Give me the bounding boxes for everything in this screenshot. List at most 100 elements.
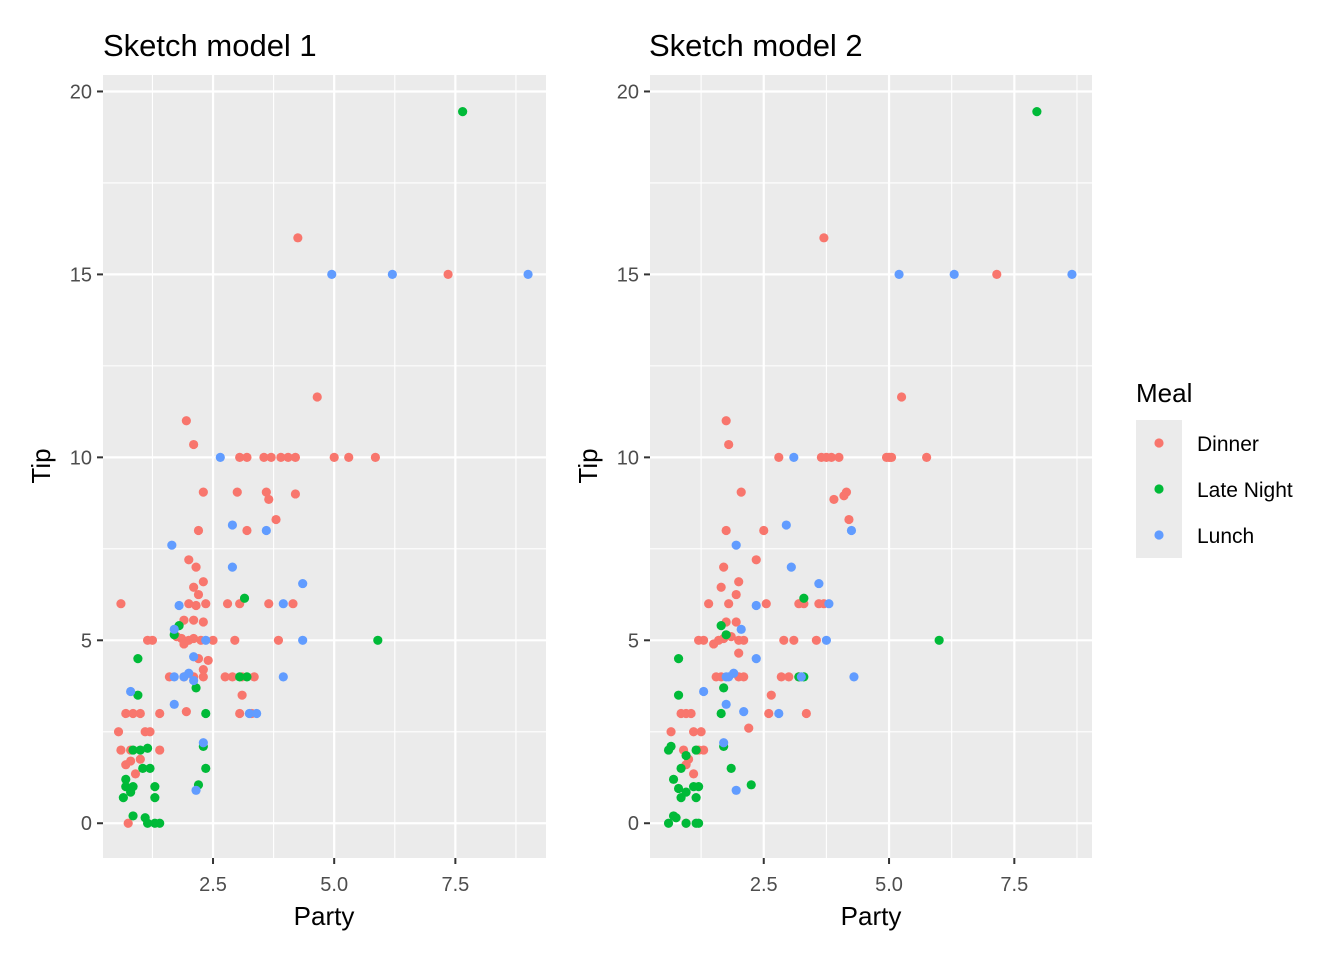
point-dinner bbox=[724, 599, 734, 609]
point-lunch bbox=[731, 540, 741, 550]
point-dinner bbox=[184, 599, 194, 609]
point-dinner bbox=[249, 672, 259, 682]
point-lunch bbox=[167, 540, 177, 550]
point-late-night bbox=[191, 683, 201, 693]
point-dinner bbox=[242, 452, 252, 462]
point-dinner bbox=[135, 708, 145, 719]
y-tick-label: 15 bbox=[70, 264, 92, 286]
point-late-night bbox=[721, 630, 731, 640]
point-late-night bbox=[133, 653, 143, 664]
point-lunch bbox=[278, 599, 288, 609]
point-late-night bbox=[676, 793, 686, 803]
point-dinner bbox=[699, 745, 709, 755]
point-lunch bbox=[699, 686, 709, 697]
panel-title-2: Sketch model 2 bbox=[649, 28, 863, 63]
point-dinner bbox=[184, 555, 194, 565]
point-dinner bbox=[135, 754, 145, 764]
point-dinner bbox=[264, 599, 274, 609]
x-axis-title-2: Party bbox=[841, 901, 902, 931]
point-dinner bbox=[273, 635, 284, 645]
point-dinner bbox=[312, 392, 322, 402]
plot-background-2 bbox=[650, 75, 1092, 858]
point-dinner bbox=[759, 525, 769, 536]
point-late-night bbox=[716, 708, 726, 719]
point-late-night bbox=[201, 763, 211, 773]
point-dinner bbox=[276, 452, 286, 462]
point-late-night bbox=[673, 783, 684, 794]
point-dinner bbox=[193, 589, 204, 600]
point-dinner bbox=[203, 655, 213, 666]
x-tick-label: 7.5 bbox=[1000, 874, 1028, 896]
point-dinner bbox=[130, 769, 141, 779]
x-tick-label: 2.5 bbox=[199, 874, 227, 896]
legend-key-dinner bbox=[1154, 438, 1164, 448]
point-late-night bbox=[242, 672, 252, 682]
point-late-night bbox=[142, 743, 153, 753]
point-dinner bbox=[191, 600, 201, 611]
point-dinner bbox=[288, 599, 298, 609]
point-lunch bbox=[215, 452, 225, 462]
points-1 bbox=[113, 106, 533, 828]
y-tick-label: 10 bbox=[617, 447, 639, 469]
point-dinner bbox=[739, 672, 749, 682]
point-dinner bbox=[666, 727, 676, 737]
point-lunch bbox=[736, 624, 746, 634]
point-late-night bbox=[673, 653, 684, 664]
point-lunch bbox=[849, 672, 859, 682]
legend-label-late-night: Late Night bbox=[1197, 479, 1293, 502]
point-late-night bbox=[373, 635, 383, 645]
point-dinner bbox=[776, 672, 786, 682]
y-tick-label: 5 bbox=[628, 630, 639, 652]
point-late-night bbox=[799, 593, 809, 603]
point-dinner bbox=[142, 635, 153, 645]
point-dinner bbox=[232, 487, 242, 497]
point-lunch bbox=[244, 708, 254, 719]
point-dinner bbox=[155, 708, 165, 719]
point-dinner bbox=[113, 727, 124, 737]
point-lunch bbox=[261, 525, 271, 536]
point-dinner bbox=[829, 494, 839, 505]
point-lunch bbox=[796, 672, 806, 682]
point-dinner bbox=[811, 635, 821, 645]
point-dinner bbox=[704, 599, 714, 609]
point-late-night bbox=[694, 782, 704, 792]
point-late-night bbox=[663, 745, 674, 755]
point-dinner bbox=[290, 489, 301, 499]
point-late-night bbox=[691, 793, 701, 803]
point-dinner bbox=[198, 487, 208, 497]
point-late-night bbox=[121, 774, 131, 784]
x-tick-label: 5.0 bbox=[320, 874, 348, 896]
point-dinner bbox=[189, 615, 199, 625]
point-dinner bbox=[242, 525, 252, 536]
points-2 bbox=[663, 106, 1077, 828]
point-dinner bbox=[179, 639, 189, 649]
point-lunch bbox=[751, 653, 761, 664]
point-dinner bbox=[744, 723, 754, 733]
point-lunch bbox=[278, 672, 288, 682]
x-tick-label: 7.5 bbox=[441, 874, 469, 896]
point-lunch bbox=[387, 269, 397, 280]
point-lunch bbox=[786, 562, 796, 572]
point-dinner bbox=[235, 452, 245, 462]
point-dinner bbox=[208, 635, 218, 645]
point-dinner bbox=[198, 617, 208, 627]
point-late-night bbox=[118, 793, 128, 803]
point-dinner bbox=[736, 487, 746, 497]
point-late-night bbox=[671, 813, 681, 823]
point-lunch bbox=[724, 672, 734, 682]
point-dinner bbox=[686, 708, 696, 719]
point-lunch bbox=[949, 269, 959, 280]
point-late-night bbox=[668, 774, 679, 784]
point-dinner bbox=[293, 233, 303, 243]
x-axis-ticks-1: 2.5 5.0 7.5 bbox=[199, 858, 469, 896]
point-dinner bbox=[992, 269, 1002, 280]
y-axis-ticks-2: 0 5 10 15 20 bbox=[617, 81, 650, 835]
point-late-night bbox=[150, 782, 160, 792]
point-dinner bbox=[227, 672, 238, 682]
point-dinner bbox=[237, 690, 247, 700]
point-dinner bbox=[222, 599, 233, 609]
point-dinner bbox=[721, 525, 731, 536]
point-late-night bbox=[142, 818, 153, 828]
